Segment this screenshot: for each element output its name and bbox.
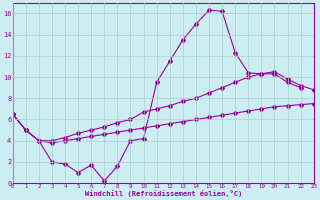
X-axis label: Windchill (Refroidissement éolien,°C): Windchill (Refroidissement éolien,°C) (84, 190, 242, 197)
